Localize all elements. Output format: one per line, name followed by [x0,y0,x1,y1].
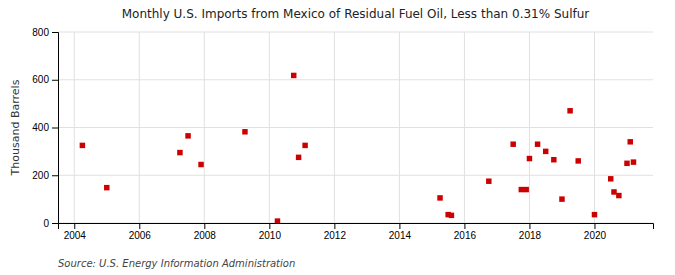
y-tick-mark [52,80,58,81]
y-grid-line [58,32,653,33]
y-tick-mark [52,128,58,129]
x-tick: 2008 [194,223,217,241]
y-axis-title: Thousand Barrels [9,79,22,176]
point [185,133,190,138]
y-tick-label: 400 [32,122,49,133]
x-tick-mark [399,223,400,229]
y-tick-mark [52,175,58,176]
y-tick-mark [52,32,58,33]
y-tick: 0 [43,218,58,229]
x-tick-mark [204,223,205,229]
x-tick: 2006 [129,223,152,241]
point [486,178,491,183]
x-tick-label: 2014 [389,230,412,241]
x-tick-label: 2004 [64,230,87,241]
point [275,218,280,223]
point [510,141,515,146]
y-tick-label: 800 [32,27,49,38]
point [198,162,203,167]
point [628,139,633,144]
point [302,143,307,148]
x-tick: 2010 [259,223,282,241]
point [611,189,616,194]
point [104,185,109,190]
point [296,155,301,160]
x-tick-mark [334,223,335,229]
x-tick-mark [139,223,140,229]
y-grid-line [58,175,653,176]
point [616,193,621,198]
point [437,195,442,200]
point [608,176,613,181]
x-tick-mark [594,223,595,229]
point [80,143,85,148]
x-tick-label: 2012 [324,230,347,241]
point [543,149,548,154]
x-tick-mark [529,223,530,229]
y-axis: 0 200 400 600 800 [32,27,58,229]
y-tick-label: 200 [32,170,49,181]
source-note: Source: U.S. Energy Information Administ… [58,258,295,269]
y-tick-label: 0 [43,218,49,229]
point [519,187,524,192]
y-tick: 200 [32,170,58,181]
y-tick-label: 600 [32,74,49,85]
point [567,108,572,113]
y-tick: 800 [32,27,58,38]
point [523,187,528,192]
x-tick: 2012 [324,223,347,241]
x-tick-label: 2020 [584,230,607,241]
x-axis-line [59,224,654,230]
y-axis-line [52,33,59,224]
x-tick: 2014 [389,223,412,241]
point [535,141,540,146]
point [291,73,296,78]
title: Monthly U.S. Imports from Mexico of Resi… [122,7,590,21]
x-tick-label: 2016 [454,230,477,241]
x-tick-label: 2010 [259,230,282,241]
point [575,158,580,163]
y-tick: 400 [32,122,58,133]
point [527,156,532,161]
x-tick: 2020 [584,223,607,241]
points [80,73,637,223]
point [631,159,636,164]
grid [58,32,653,223]
x-tick: 2004 [64,223,87,241]
x-tick-mark [464,223,465,229]
y-tick: 600 [32,74,58,85]
x-tick: 2016 [454,223,477,241]
x-tick-label: 2008 [194,230,217,241]
point [449,213,454,218]
point [592,212,597,217]
point [551,157,556,162]
point [624,161,629,166]
point [177,150,182,155]
chart: 2004 2006 2008 2010 2012 2014 2016 2018 2020 0 200… [0,0,675,275]
x-tick-label: 2006 [129,230,152,241]
x-tick: 2018 [519,223,542,241]
x-axis: 2004 2006 2008 2010 2012 2014 2016 2018 2020 [59,223,654,241]
y-tick-mark [52,223,58,224]
point [559,196,564,201]
x-tick-mark [74,223,75,229]
point [242,129,247,134]
x-tick-mark [269,223,270,229]
y-grid-line [58,79,653,80]
y-grid-line [58,127,653,128]
x-tick-label: 2018 [519,230,542,241]
